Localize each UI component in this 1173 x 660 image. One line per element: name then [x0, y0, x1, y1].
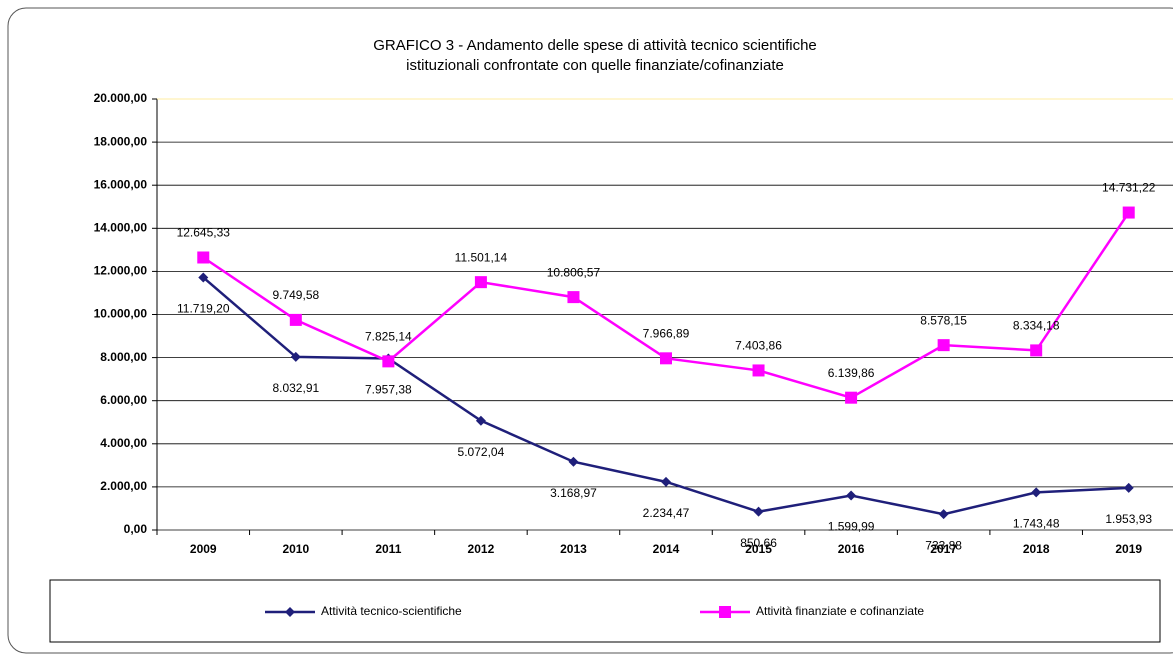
data-label: 733,88	[925, 538, 962, 552]
y-tick-label: 2.000,00	[100, 479, 147, 493]
data-label: 7.825,14	[365, 330, 412, 344]
point	[567, 291, 580, 304]
y-tick-label: 12.000,00	[94, 264, 148, 278]
data-label: 8.334,18	[1013, 319, 1060, 333]
x-tick-label: 2010	[282, 542, 309, 556]
x-tick-label: 2012	[468, 542, 495, 556]
point	[1031, 487, 1042, 498]
x-tick-label: 2019	[1115, 542, 1142, 556]
x-tick-label: 2011	[375, 542, 401, 556]
point	[568, 456, 579, 467]
point	[475, 415, 486, 426]
legend-box	[49, 579, 1161, 643]
data-label: 10.806,57	[547, 265, 601, 279]
y-tick-label: 18.000,00	[94, 134, 148, 148]
point	[660, 352, 672, 365]
point	[938, 509, 949, 520]
point	[197, 251, 210, 264]
data-label: 2.234,47	[643, 506, 690, 520]
y-tick-label: 8.000,00	[100, 350, 147, 364]
point	[1123, 482, 1134, 493]
point	[752, 364, 765, 377]
x-tick-label: 2015	[745, 542, 772, 556]
legend-label: Attività finanziate e cofinanziate	[756, 604, 924, 618]
data-label: 5.072,04	[458, 445, 505, 459]
y-tick-label: 16.000,00	[94, 177, 148, 191]
point	[1030, 344, 1043, 357]
point	[719, 606, 731, 618]
data-label: 12.645,33	[177, 226, 231, 240]
data-label: 7.957,38	[365, 383, 412, 397]
x-tick-label: 2013	[560, 542, 587, 556]
x-tick-label: 2017	[930, 542, 957, 556]
y-tick-label: 6.000,00	[100, 393, 147, 407]
point	[285, 607, 295, 617]
data-label: 850,66	[740, 536, 777, 550]
data-label: 14.731,22	[1102, 181, 1156, 195]
y-tick-label: 10.000,00	[94, 307, 148, 321]
point	[845, 391, 858, 404]
point	[290, 351, 301, 362]
x-tick-label: 2016	[838, 542, 865, 556]
data-label: 7.403,86	[735, 339, 782, 353]
point	[846, 490, 857, 501]
y-tick-label: 4.000,00	[100, 436, 147, 450]
data-label: 1.743,48	[1013, 517, 1060, 531]
data-label: 8.578,15	[920, 313, 967, 327]
x-tick-label: 2014	[653, 542, 680, 556]
point	[289, 313, 302, 326]
chart-title: GRAFICO 3 - Andamento delle spese di att…	[373, 37, 817, 54]
x-tick-label: 2009	[190, 542, 217, 556]
point	[753, 506, 764, 517]
legend-label: Attività tecnico-scientifiche	[321, 604, 462, 618]
y-tick-label: 14.000,00	[94, 220, 148, 234]
point	[1122, 206, 1135, 219]
point	[474, 276, 487, 289]
data-label: 11.719,20	[177, 302, 230, 316]
chart-title: istituzionali confrontate con quelle fin…	[406, 57, 784, 74]
point	[661, 476, 671, 487]
point	[198, 272, 209, 283]
data-label: 1.599,99	[828, 520, 875, 534]
data-label: 6.139,86	[828, 366, 875, 380]
data-label: 8.032,91	[272, 381, 319, 395]
point	[937, 339, 950, 352]
y-tick-label: 0,00	[124, 522, 148, 536]
x-tick-label: 2018	[1023, 542, 1050, 556]
data-label: 11.501,14	[455, 250, 508, 264]
data-label: 7.966,89	[643, 326, 690, 340]
point	[382, 355, 395, 368]
data-label: 9.749,58	[272, 288, 319, 302]
y-tick-label: 20.000,00	[94, 91, 148, 105]
data-label: 3.168,97	[550, 486, 597, 500]
frame	[7, 7, 1173, 654]
data-label: 1.953,93	[1105, 512, 1152, 526]
